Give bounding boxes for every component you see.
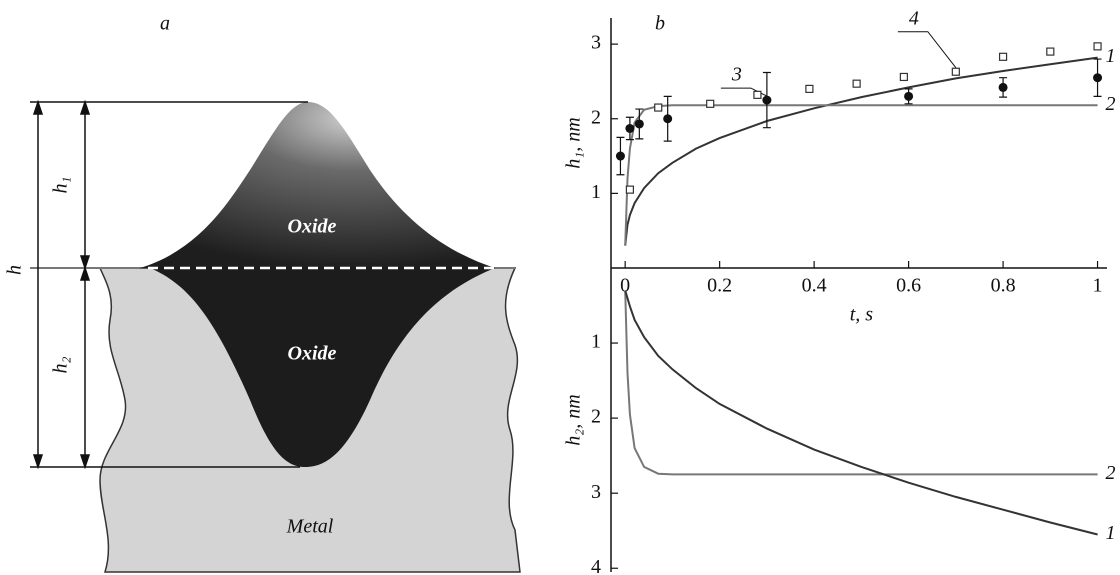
marker [1000,53,1007,60]
curve-label: 2 [1106,93,1116,115]
panel-label: b [655,13,665,35]
curve [625,105,1097,245]
marker [707,100,714,107]
arrows [34,102,89,467]
x-tick-label: 0.4 [802,275,827,297]
marker [952,68,959,75]
curve [625,291,1097,535]
marker [806,85,813,92]
marker [655,104,662,111]
curve-label: 1 [1106,45,1116,67]
marker [904,92,913,101]
x-tick-label: 0.2 [707,275,732,297]
x-axis-label: t, s [850,304,874,326]
panel-a: a h h₁ h₂ Oxide Oxide Metal [4,13,520,572]
curve-label: 2 [1106,462,1116,484]
x-tick-label: 0.6 [896,275,921,297]
marker [663,114,672,123]
x-tick-label: 1 [1093,275,1103,297]
y-tick-label: 3 [591,481,601,503]
label-h2: h₂ [50,356,72,373]
marker [626,186,633,193]
marker [999,83,1008,92]
marker [900,73,907,80]
y-tick-label: 2 [591,106,601,128]
oxide-upper [140,102,495,268]
y-tick-label: 3 [591,32,601,54]
series-label: 3 [731,64,742,86]
figure: a h h₁ h₂ Oxide Oxide Metal 00.20.40.60.… [0,0,1120,575]
panel-label: a [160,13,170,35]
curve [625,58,1097,246]
metal-label: Metal [286,516,334,538]
curve-label: 1 [1106,522,1116,544]
marker [625,124,634,133]
marker [616,152,625,161]
marker [1047,48,1054,55]
marker [1094,43,1101,50]
marker [853,80,860,87]
oxide-label: Oxide [288,216,337,238]
series-label: 4 [909,7,919,29]
y-tick-label: 1 [591,331,601,353]
y-axis-label: h₁, nm [563,117,585,168]
y-tick-label: 4 [591,556,601,575]
leader-line [898,32,956,68]
x-tick-label: 0.8 [991,275,1016,297]
marker [635,119,644,128]
marker [1093,73,1102,82]
label-h: h [4,265,26,275]
oxide-label: Oxide [288,343,337,365]
marker [762,96,771,105]
y-tick-label: 2 [591,406,601,428]
y-axis-label: h₂, nm [563,394,585,445]
marker [754,91,761,98]
y-tick-label: 1 [591,181,601,203]
label-h1: h₁ [50,177,72,194]
